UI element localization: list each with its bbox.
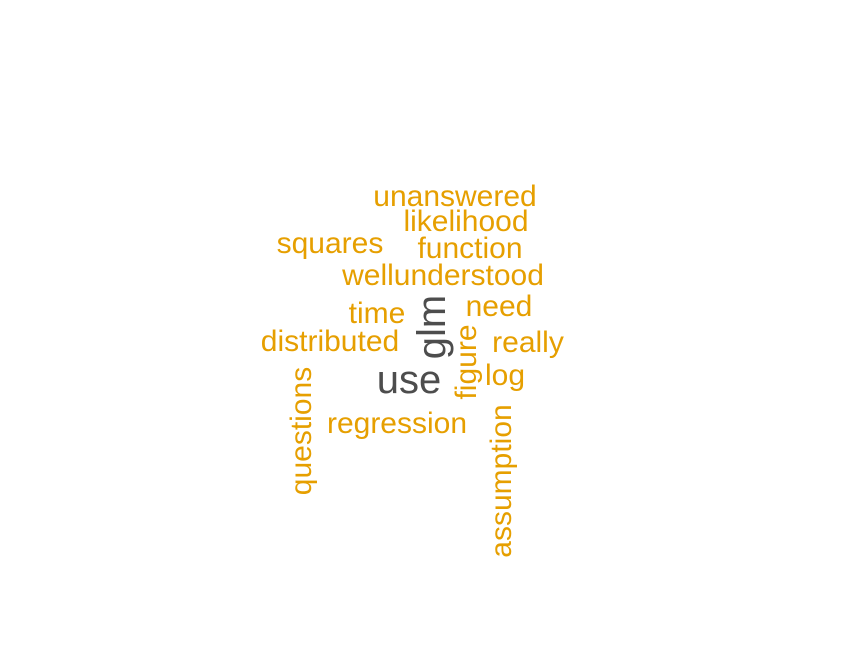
word-likelihood: likelihood (403, 205, 528, 238)
word-assumption: assumption (485, 404, 518, 557)
word-figure: figure (450, 324, 483, 399)
word-wellunderstood: wellunderstood (341, 259, 544, 292)
word-time: time (349, 297, 406, 330)
word-unanswered: unanswered (373, 180, 536, 213)
word-log: log (485, 359, 525, 392)
word-questions: questions (285, 367, 318, 495)
word-glm: glm (410, 295, 454, 359)
word-distributed: distributed (261, 325, 399, 358)
word-use: use (377, 358, 442, 402)
word-really: really (492, 326, 564, 359)
word-function: function (417, 232, 522, 265)
word-squares: squares (277, 227, 384, 260)
word-need: need (466, 290, 533, 323)
word-regression: regression (327, 407, 467, 440)
